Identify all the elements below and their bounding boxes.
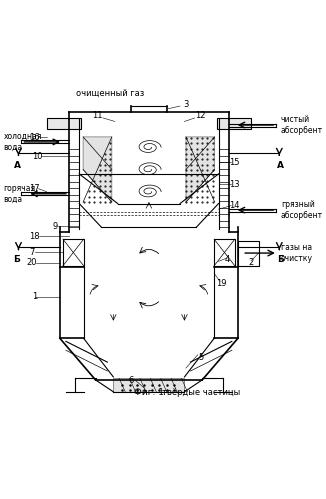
Text: 6: 6 [128, 376, 134, 385]
Text: грязный
абсорбент: грязный абсорбент [281, 201, 323, 220]
Text: Б: Б [14, 255, 21, 264]
Text: горячая
вода: горячая вода [4, 184, 36, 204]
Text: 5: 5 [198, 353, 203, 362]
Bar [217, 118, 251, 129]
Text: 13: 13 [230, 180, 240, 189]
Text: газы на
очистку: газы на очистку [281, 244, 313, 263]
Text: 18: 18 [29, 232, 40, 241]
Text: А: А [13, 161, 21, 170]
Text: 3: 3 [183, 100, 189, 109]
Text: 4: 4 [225, 255, 230, 264]
Text: очищенный газ: очищенный газ [76, 89, 144, 98]
Text: 17: 17 [29, 184, 40, 193]
Text: А: А [277, 161, 284, 170]
Text: 11: 11 [92, 111, 102, 120]
Text: 16: 16 [29, 133, 40, 142]
Text: Б: Б [277, 255, 284, 264]
Bar [113, 378, 185, 392]
Text: 10: 10 [33, 152, 43, 161]
Bar [238, 241, 259, 266]
Text: твёрдые частицы: твёрдые частицы [162, 388, 241, 397]
Text: Фиг. 1: Фиг. 1 [134, 388, 164, 397]
Text: 20: 20 [26, 258, 37, 267]
Text: 2: 2 [248, 258, 254, 267]
Text: 9: 9 [53, 222, 58, 231]
Text: 15: 15 [230, 158, 240, 167]
Text: чистый
абсорбент: чистый абсорбент [281, 115, 323, 135]
Text: 12: 12 [196, 111, 206, 120]
Bar [63, 239, 84, 266]
Bar [214, 239, 235, 266]
Polygon shape [186, 137, 215, 202]
Text: 14: 14 [230, 201, 240, 210]
Text: 7: 7 [29, 248, 35, 257]
Polygon shape [83, 137, 112, 202]
Bar [47, 118, 81, 129]
Text: 1: 1 [32, 292, 37, 301]
Text: 19: 19 [216, 279, 227, 288]
Text: холодная
вода: холодная вода [4, 132, 42, 152]
